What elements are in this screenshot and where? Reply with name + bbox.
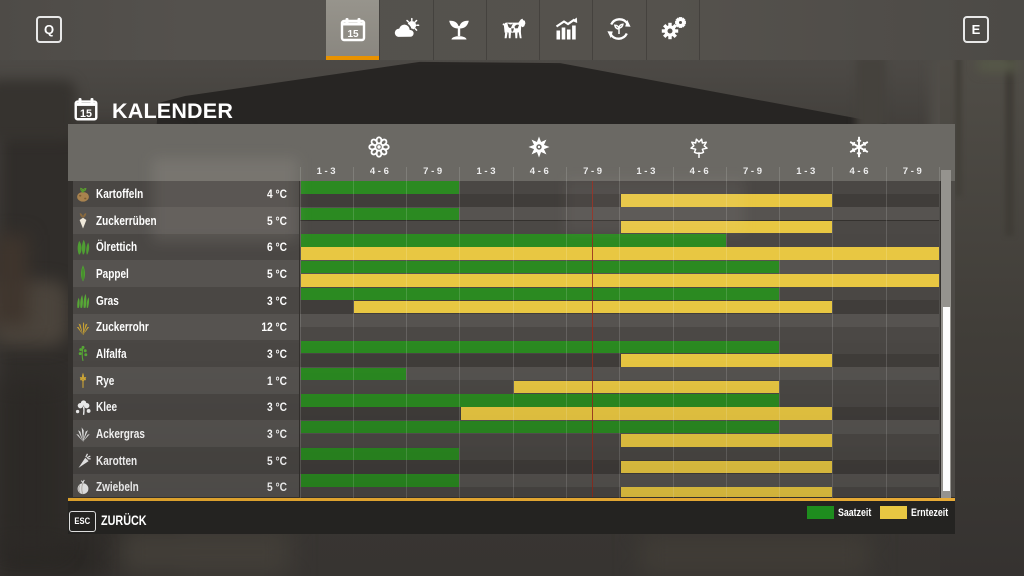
svg-text:15: 15 <box>80 108 92 120</box>
svg-text:15: 15 <box>347 29 359 40</box>
